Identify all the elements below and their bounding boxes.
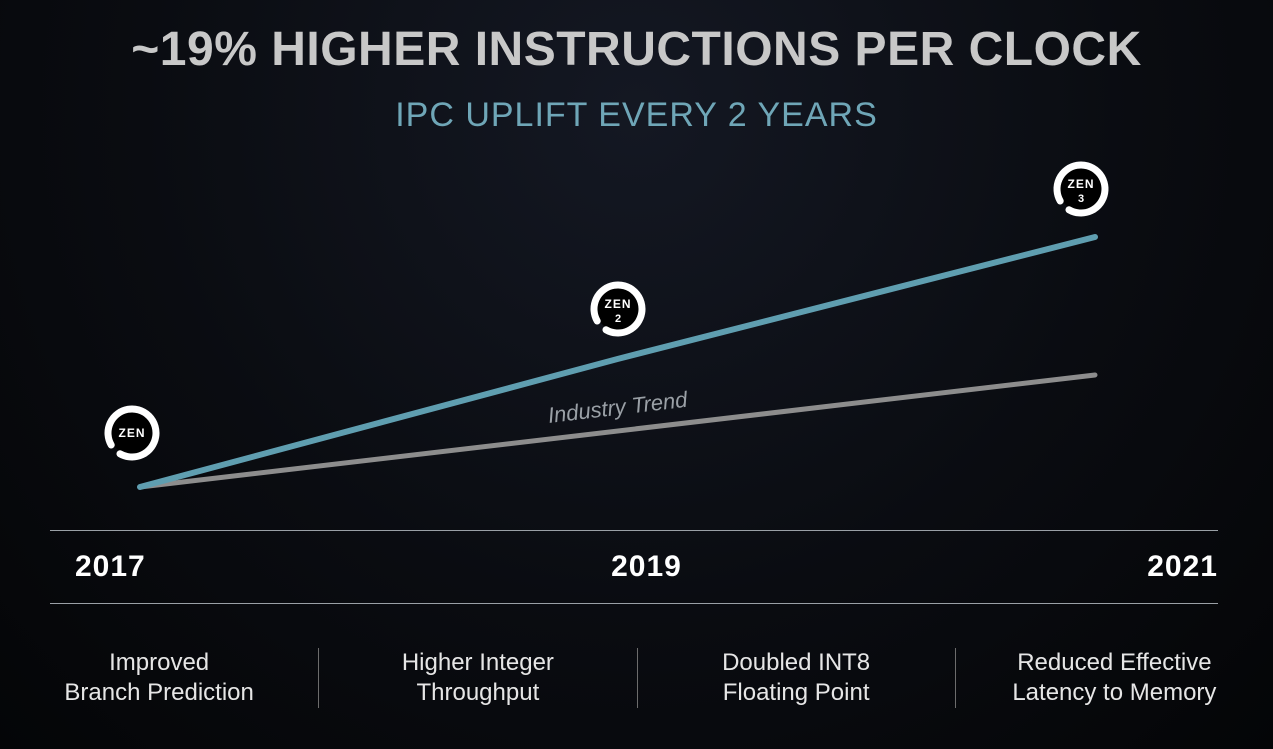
- svg-text:ZEN: ZEN: [604, 297, 631, 311]
- svg-text:ZEN: ZEN: [119, 426, 146, 440]
- svg-text:ZEN: ZEN: [1068, 177, 1095, 191]
- zen-badge-icon: ZEN 2: [589, 280, 647, 338]
- chart-svg: [0, 0, 1273, 749]
- svg-text:2: 2: [614, 313, 620, 325]
- zen-badge-icon: ZEN 3: [1052, 160, 1110, 218]
- industry-line: [140, 375, 1095, 487]
- svg-text:3: 3: [1078, 193, 1084, 205]
- zen-line: [140, 237, 1095, 487]
- zen-badge-icon: ZEN: [103, 404, 161, 462]
